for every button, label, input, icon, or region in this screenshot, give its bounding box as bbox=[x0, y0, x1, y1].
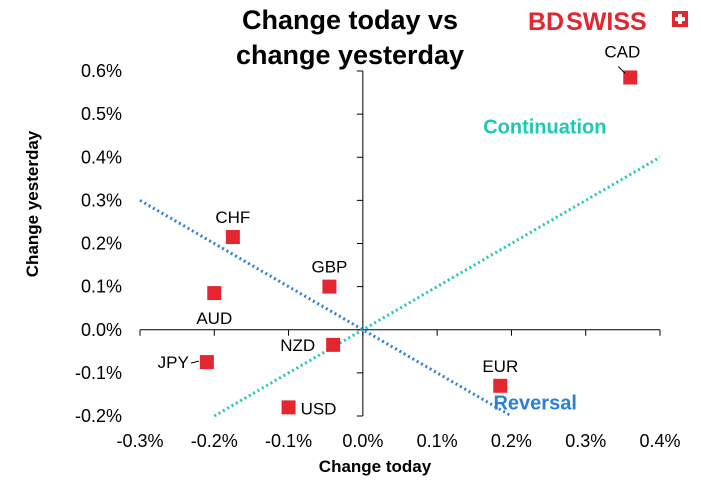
leader-line-cad bbox=[617, 66, 626, 74]
x-tick-label: 0.0% bbox=[342, 431, 383, 451]
point-chf bbox=[225, 230, 240, 245]
continuation-line bbox=[213, 155, 661, 418]
data-points: CAD CHF GBP AUD NZD JPY EUR USD bbox=[158, 42, 641, 418]
x-tick-label: 0.4% bbox=[639, 431, 680, 451]
y-tick-label: 0.6% bbox=[81, 61, 122, 81]
leader-line-jpy bbox=[190, 360, 199, 364]
swiss-flag-cross-horizontal bbox=[675, 17, 685, 21]
line-annotations: Continuation Reversal bbox=[483, 117, 606, 415]
point-label-chf: CHF bbox=[215, 208, 250, 227]
y-tick-label: 0.4% bbox=[81, 147, 122, 167]
x-tick-label: 0.1% bbox=[417, 431, 458, 451]
point-label-jpy: JPY bbox=[158, 353, 189, 372]
x-tick-labels: -0.3% -0.2% -0.1% 0.0% 0.1% 0.2% 0.3% 0.4% bbox=[116, 431, 680, 451]
point-usd bbox=[281, 400, 296, 415]
y-tick-labels: -0.2% -0.1% 0.0% 0.1% 0.2% 0.3% 0.4% 0.5% 0.6% bbox=[75, 61, 122, 426]
y-tick-label: 0.5% bbox=[81, 104, 122, 124]
x-tick-label: 0.3% bbox=[565, 431, 606, 451]
chart-title: Change today vs change yesterday bbox=[236, 5, 464, 70]
chart-title-line-1: Change today vs bbox=[242, 5, 458, 35]
brand-logo-text: BDSWISS bbox=[528, 8, 647, 36]
point-label-aud: AUD bbox=[196, 309, 232, 328]
point-eur bbox=[493, 378, 508, 393]
trend-lines bbox=[139, 155, 661, 418]
axes bbox=[139, 70, 661, 417]
point-cad bbox=[623, 70, 638, 85]
point-aud bbox=[207, 286, 222, 301]
x-axis-label: Change today bbox=[319, 457, 432, 476]
point-label-nzd: NZD bbox=[280, 336, 315, 355]
reversal-annotation: Reversal bbox=[493, 393, 576, 415]
point-label-eur: EUR bbox=[482, 357, 518, 376]
y-tick-label: 0.1% bbox=[81, 277, 122, 297]
point-label-cad: CAD bbox=[604, 42, 640, 61]
point-label-gbp: GBP bbox=[311, 258, 347, 277]
y-tick-label: 0.3% bbox=[81, 190, 122, 210]
x-tick-label: -0.1% bbox=[265, 431, 312, 451]
x-tick-label: 0.2% bbox=[491, 431, 532, 451]
chart-title-line-2: change yesterday bbox=[236, 40, 464, 70]
point-label-usd: USD bbox=[301, 399, 337, 418]
reversal-line bbox=[139, 199, 513, 418]
x-tick-label: -0.2% bbox=[191, 431, 238, 451]
y-tick-label: -0.2% bbox=[75, 406, 122, 426]
point-nzd bbox=[326, 337, 341, 352]
brand-logo-swiss: SWISS bbox=[566, 8, 647, 36]
y-axis-label: Change yesterday bbox=[23, 130, 42, 277]
continuation-annotation: Continuation bbox=[483, 117, 606, 139]
point-jpy bbox=[199, 355, 214, 370]
x-tick-label: -0.3% bbox=[116, 431, 163, 451]
y-tick-label: 0.0% bbox=[81, 320, 122, 340]
y-tick-label: -0.1% bbox=[75, 363, 122, 383]
brand-logo: BDSWISS bbox=[528, 8, 688, 36]
y-tick-label: 0.2% bbox=[81, 234, 122, 254]
brand-logo-bd: BD bbox=[528, 8, 564, 36]
point-gbp bbox=[322, 279, 337, 294]
